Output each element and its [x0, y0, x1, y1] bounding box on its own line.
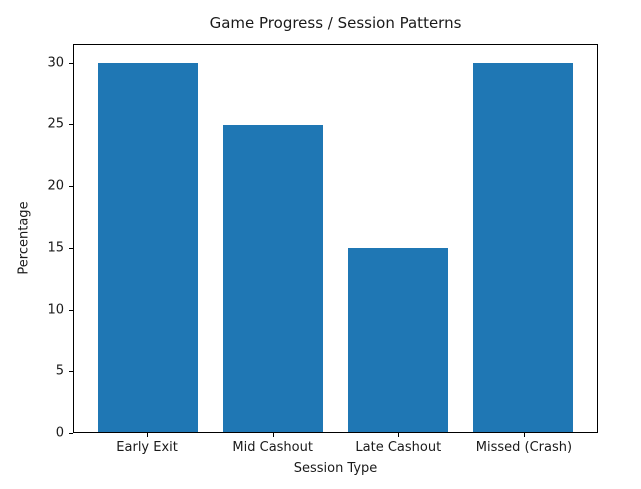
- bar: [348, 247, 449, 432]
- bar: [97, 63, 198, 432]
- y-tick-label: 25: [47, 116, 64, 132]
- x-tick-label: Missed (Crash): [475, 440, 573, 455]
- y-tick-mark: [69, 186, 73, 188]
- y-tick-label: 0: [55, 425, 64, 441]
- y-tick-mark: [69, 62, 73, 64]
- plot-area: [73, 44, 598, 433]
- x-tick-label: Mid Cashout: [232, 440, 313, 455]
- x-tick-mark: [272, 433, 274, 437]
- bar: [473, 63, 574, 432]
- y-tick-label: 5: [55, 363, 64, 379]
- x-tick-mark: [398, 433, 400, 437]
- y-tick-mark: [69, 371, 73, 373]
- y-tick-mark: [69, 433, 73, 434]
- y-tick-label: 10: [47, 302, 64, 317]
- y-tick-mark: [69, 124, 73, 126]
- bar: [222, 124, 323, 432]
- y-tick-label: 20: [47, 178, 64, 194]
- y-tick-mark: [69, 309, 73, 311]
- x-axis-label: Session Type: [293, 461, 378, 476]
- x-tick-mark: [523, 433, 525, 437]
- y-tick-label: 15: [47, 240, 64, 256]
- x-tick-mark: [147, 433, 149, 437]
- y-axis-label: Percentage: [16, 201, 32, 275]
- x-tick-label: Late Cashout: [355, 440, 442, 455]
- y-tick-mark: [69, 247, 73, 249]
- chart-title: Game Progress / Session Patterns: [209, 14, 462, 32]
- y-tick-label: 30: [47, 55, 64, 71]
- x-tick-label: Early Exit: [116, 440, 178, 455]
